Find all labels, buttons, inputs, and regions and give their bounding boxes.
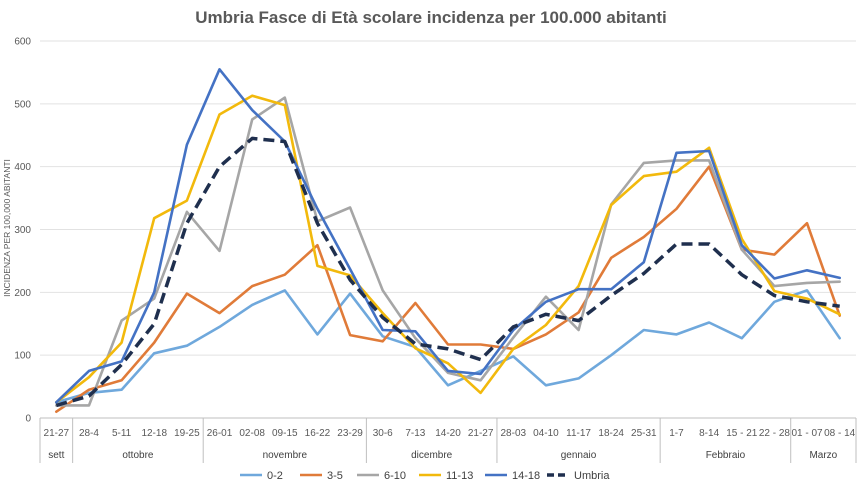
x-tick-label: 22 - 28 [759, 428, 791, 439]
x-tick-label: 02-08 [239, 428, 265, 439]
legend-label: 11-13 [446, 470, 473, 482]
x-tick-label: 28-4 [79, 428, 99, 439]
month-label: gennaio [561, 450, 597, 461]
month-label: ottobre [122, 450, 154, 461]
x-tick-label: 18-24 [598, 428, 624, 439]
month-label: dicembre [411, 450, 453, 461]
grid [40, 40, 856, 419]
legend-label: Umbria [574, 470, 610, 482]
legend-label: 0-2 [267, 470, 283, 482]
y-tick-label: 600 [14, 37, 31, 48]
month-label: Febbraio [706, 450, 746, 461]
x-tick-label: 30-6 [373, 428, 393, 439]
series-line-6-10 [54, 96, 842, 407]
series-line-14-18 [54, 68, 842, 404]
x-tick-label: 04-10 [533, 428, 559, 439]
x-tick-label: 8-14 [699, 428, 719, 439]
x-tick-label: 09-15 [272, 428, 298, 439]
x-tick-label: 15 - 21 [726, 428, 758, 439]
month-label: Marzo [809, 450, 837, 461]
legend-label: 3-5 [327, 470, 343, 482]
x-tick-label: 11-17 [566, 428, 591, 439]
x-tick-label: 12-18 [141, 428, 167, 439]
x-tick-label: 14-20 [435, 428, 461, 439]
x-tick-label: 08 - 14 [824, 428, 856, 439]
x-tick-label: 23-29 [337, 428, 363, 439]
series-line-0-2 [54, 289, 842, 404]
x-tick-label: 5-11 [112, 428, 132, 439]
x-tick-label: 21-27 [44, 428, 70, 439]
series-lines [54, 68, 842, 414]
y-axis-label: INCIDENZA PER 100,000 ABITANTI [2, 159, 12, 297]
series-line-Umbria [55, 136, 840, 408]
x-tick-label: 25-31 [631, 428, 657, 439]
y-tick-label: 100 [14, 351, 31, 362]
series-line-11-13 [54, 94, 842, 404]
x-tick-label: 21-27 [468, 428, 494, 439]
legend-label: 6-10 [384, 470, 406, 482]
y-tick-label: 200 [14, 288, 31, 299]
legend-label: 14-18 [512, 470, 540, 482]
chart-title: Umbria Fasce di Età scolare incidenza pe… [195, 8, 666, 27]
y-tick-label: 0 [25, 414, 31, 425]
x-tick-label: 01 - 07 [791, 428, 823, 439]
month-label: novembre [263, 450, 308, 461]
axes: 0 100 200 300 400 500 600 21-27 28-4 5-11 12-18 19-… [14, 37, 857, 463]
x-tick-label: 1-7 [669, 428, 684, 439]
month-label: sett [48, 450, 64, 461]
legend: 0-2 3-5 6-10 11-13 14-18 Umbria [240, 470, 610, 482]
x-tick-label: 7-13 [405, 428, 425, 439]
x-tick-label: 16-22 [305, 428, 331, 439]
y-tick-label: 500 [14, 99, 31, 110]
x-tick-label: 28-03 [500, 428, 526, 439]
series-line-3-5 [54, 165, 842, 414]
y-tick-label: 300 [14, 225, 31, 236]
y-tick-label: 400 [14, 162, 31, 173]
x-tick-label: 19-25 [174, 428, 200, 439]
x-tick-label: 26-01 [207, 428, 233, 439]
